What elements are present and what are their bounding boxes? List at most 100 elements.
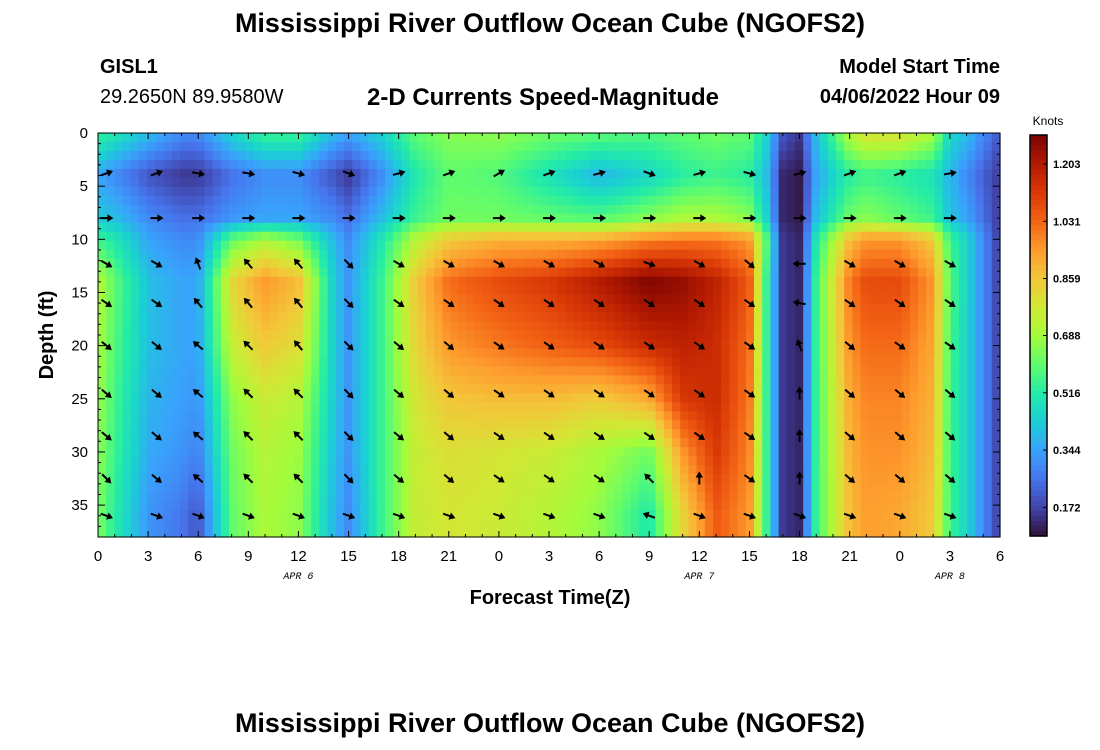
- heatmap-cell: [401, 312, 411, 323]
- heatmap-cell: [622, 159, 632, 170]
- heatmap-cell: [327, 492, 337, 502]
- heatmap-cell: [565, 285, 575, 296]
- heatmap-cell: [278, 303, 288, 314]
- heatmap-cell: [229, 465, 238, 475]
- heatmap-cell: [319, 384, 329, 394]
- heatmap-cell: [147, 303, 156, 314]
- heatmap-cell: [171, 402, 181, 412]
- heatmap-cell: [745, 528, 755, 538]
- heatmap-cell: [360, 456, 370, 466]
- heatmap-cell: [237, 240, 247, 251]
- heatmap-cell: [909, 465, 919, 475]
- heatmap-cell: [844, 294, 853, 305]
- heatmap-cell: [770, 483, 780, 493]
- heatmap-cell: [819, 330, 829, 341]
- heatmap-cell: [622, 438, 632, 448]
- heatmap-cell: [926, 231, 935, 242]
- heatmap-cell: [877, 222, 886, 233]
- heatmap-cell: [303, 465, 312, 475]
- heatmap-cell: [737, 177, 747, 188]
- heatmap-cell: [819, 249, 829, 260]
- heatmap-cell: [467, 384, 476, 394]
- heatmap-cell: [836, 285, 845, 296]
- heatmap-cell: [147, 474, 156, 484]
- heatmap-cell: [245, 483, 255, 493]
- heatmap-cell: [581, 267, 591, 278]
- heatmap-cell: [393, 195, 402, 206]
- heatmap-cell: [442, 447, 452, 457]
- heatmap-cell: [467, 501, 476, 511]
- heatmap-cell: [622, 285, 632, 296]
- heatmap-cell: [860, 222, 870, 233]
- heatmap-cell: [196, 384, 206, 394]
- heatmap-cell: [98, 366, 107, 376]
- heatmap-cell: [713, 303, 722, 314]
- heatmap-cell: [901, 330, 911, 341]
- heatmap-cell: [344, 222, 353, 233]
- heatmap-cell: [139, 204, 148, 215]
- heatmap-cell: [352, 285, 361, 296]
- heatmap-cell: [393, 366, 402, 376]
- heatmap-cell: [745, 141, 755, 152]
- heatmap-cell: [130, 393, 140, 403]
- heatmap-cell: [950, 276, 960, 287]
- heatmap-cell: [196, 420, 206, 430]
- heatmap-cell: [114, 456, 124, 466]
- heatmap-cell: [655, 402, 665, 412]
- heatmap-cell: [778, 357, 788, 368]
- heatmap-cell: [868, 402, 878, 412]
- heatmap-cell: [926, 420, 935, 430]
- heatmap-cell: [942, 303, 952, 314]
- heatmap-cell: [745, 222, 755, 233]
- heatmap-cell: [549, 393, 558, 403]
- heatmap-cell: [959, 321, 968, 332]
- heatmap-cell: [180, 456, 189, 466]
- heatmap-cell: [114, 240, 124, 251]
- heatmap-cell: [483, 519, 493, 529]
- heatmap-cell: [737, 474, 747, 484]
- heatmap-cell: [975, 366, 985, 376]
- heatmap-cell: [401, 429, 411, 439]
- heatmap-cell: [204, 339, 214, 350]
- heatmap-cell: [877, 375, 886, 385]
- heatmap-cell: [590, 222, 599, 233]
- heatmap-cell: [393, 348, 402, 359]
- heatmap-cell: [885, 465, 894, 475]
- heatmap-cell: [270, 177, 279, 188]
- heatmap-cell: [426, 222, 435, 233]
- heatmap-cell: [147, 168, 156, 179]
- heatmap-cell: [598, 384, 607, 394]
- heatmap-cell: [262, 465, 271, 475]
- heatmap-cell: [631, 438, 640, 448]
- heatmap-cell: [221, 429, 230, 439]
- heatmap-cell: [877, 528, 886, 538]
- heatmap-cell: [245, 150, 255, 161]
- heatmap-cell: [696, 294, 706, 305]
- heatmap-cell: [253, 150, 263, 161]
- heatmap-cell: [467, 330, 476, 341]
- heatmap-cell: [368, 510, 378, 520]
- heatmap-cell: [409, 285, 419, 296]
- heatmap-cell: [188, 348, 197, 359]
- heatmap-cell: [549, 474, 558, 484]
- heatmap-cell: [909, 204, 919, 215]
- heatmap-cell: [270, 204, 279, 215]
- heatmap-cell: [155, 375, 165, 385]
- heatmap-cell: [786, 483, 796, 493]
- heatmap-cell: [286, 375, 296, 385]
- heatmap-cell: [868, 168, 878, 179]
- heatmap-cell: [171, 438, 181, 448]
- heatmap-cell: [475, 366, 484, 376]
- heatmap-cell: [245, 249, 255, 260]
- heatmap-cell: [417, 177, 427, 188]
- heatmap-cell: [245, 267, 255, 278]
- heatmap-cell: [278, 420, 288, 430]
- heatmap-cell: [786, 429, 796, 439]
- heatmap-cell: [376, 312, 386, 323]
- heatmap-cell: [540, 528, 550, 538]
- heatmap-cell: [352, 393, 361, 403]
- heatmap-cell: [491, 393, 501, 403]
- heatmap-cell: [639, 438, 648, 448]
- heatmap-cell: [918, 258, 927, 269]
- heatmap-cell: [327, 339, 337, 350]
